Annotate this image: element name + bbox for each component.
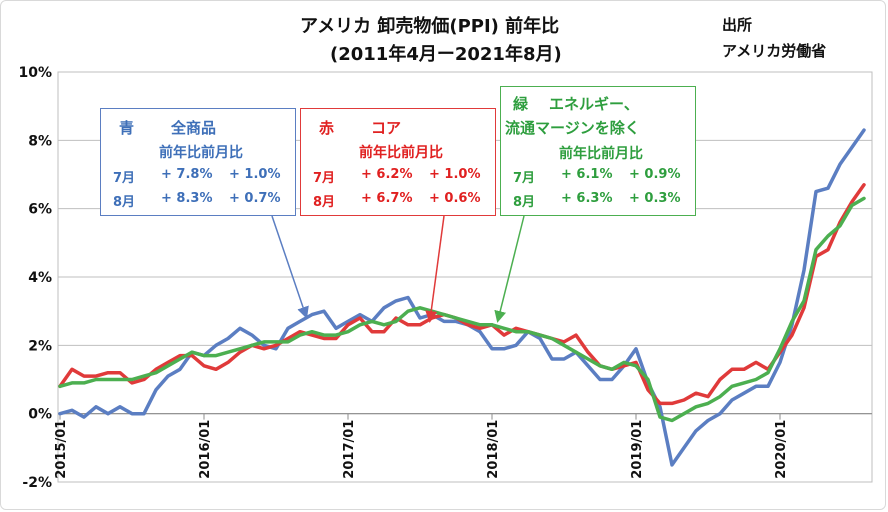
y-tick-label: 4% — [28, 270, 52, 286]
y-tick-label: 8% — [28, 133, 52, 149]
x-tick-label: 2016/01 — [198, 420, 213, 479]
legend-row-yoy: + 6.3% — [561, 191, 613, 206]
x-tick-label: 2018/01 — [486, 420, 501, 479]
legend-series-name-line1: エネルギー、 — [549, 95, 639, 113]
legend-box-excl-energy: 緑 エネルギー、 流通マージンを除く 前年比前月比 7月 + 6.1% + 0.… — [500, 86, 696, 216]
legend-row-yoy: + 7.8% — [161, 167, 213, 182]
source-name: アメリカ労働省 — [722, 42, 827, 60]
y-tick-label: 10% — [18, 65, 52, 81]
y-tick-label: -2% — [22, 475, 52, 491]
y-tick-label: 2% — [28, 338, 52, 354]
legend-box-core: 赤 コア 前年比前月比 7月 + 6.2% + 1.0% 8月 + 6.7% +… — [300, 108, 496, 216]
plot-area — [57, 71, 873, 483]
x-tick-label: 2017/01 — [342, 420, 357, 479]
pointer-arrow-core — [425, 215, 445, 323]
pointer-arrow-all-commodities — [271, 215, 309, 319]
x-tick-label: 2020/01 — [774, 420, 789, 479]
legend-row-yoy: + 8.3% — [161, 191, 213, 206]
legend-row-mom: + 1.0% — [229, 167, 281, 182]
legend-row-yoy: + 6.1% — [561, 167, 613, 182]
y-tick-label: 0% — [28, 407, 52, 423]
legend-row-month: 8月 — [313, 195, 336, 210]
legend-row-mom: + 0.9% — [629, 167, 681, 182]
y-tick-label: 6% — [28, 202, 52, 218]
legend-color-word: 緑 — [513, 95, 529, 113]
legend-row-month: 7月 — [113, 171, 136, 186]
pointer-arrow-excl-energy — [494, 215, 525, 323]
legend-row-month: 7月 — [313, 171, 336, 186]
legend-row-yoy: + 6.7% — [361, 191, 413, 206]
legend-row-month: 8月 — [113, 195, 136, 210]
source-label: 出所 — [722, 16, 753, 34]
legend-row-mom: + 0.3% — [629, 191, 681, 206]
legend-series-name: コア — [371, 119, 402, 137]
legend-box-all-commodities: 青 全商品 前年比前月比 7月 + 7.8% + 1.0% 8月 + 8.3% … — [100, 108, 296, 216]
legend-row-yoy: + 6.2% — [361, 167, 413, 182]
legend-header: 前年比前月比 — [159, 145, 243, 161]
legend-row-month: 8月 — [513, 195, 536, 210]
x-tick-label: 2019/01 — [630, 420, 645, 479]
series-line-excl-energy — [58, 196, 866, 423]
x-tick-label: 2015/01 — [54, 420, 69, 479]
legend-series-name: 全商品 — [171, 119, 217, 137]
legend-color-word: 赤 — [319, 119, 335, 137]
legend-header: 前年比前月比 — [359, 145, 443, 161]
legend-row-month: 7月 — [513, 171, 536, 186]
legend-header: 前年比前月比 — [559, 146, 643, 162]
chart-title: アメリカ 卸売物価(PPI) 前年比 — [300, 16, 560, 37]
chart-subtitle: (2011年4月ー2021年8月) — [330, 44, 562, 65]
legend-row-mom: + 0.7% — [229, 191, 281, 206]
legend-row-mom: + 0.6% — [429, 191, 481, 206]
legend-color-word: 青 — [119, 119, 135, 137]
legend-row-mom: + 1.0% — [429, 167, 481, 182]
legend-series-name-line2: 流通マージンを除く — [505, 119, 640, 137]
